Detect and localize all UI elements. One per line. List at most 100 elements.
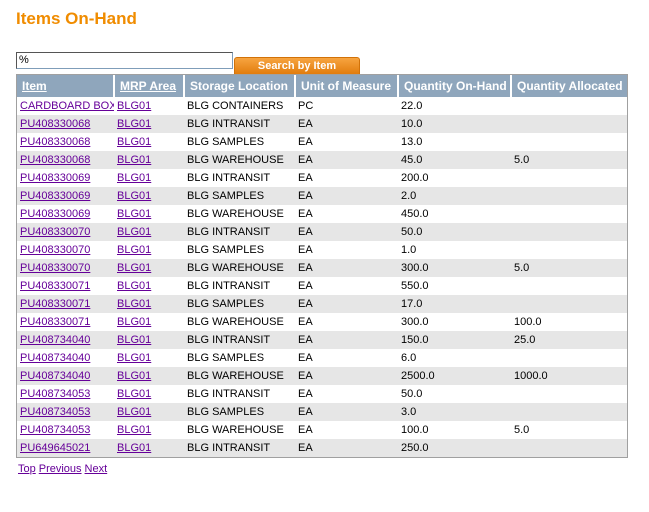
column-header-item[interactable]: Item bbox=[17, 75, 115, 97]
item-link[interactable]: PU408734053 bbox=[20, 424, 91, 436]
quantity-on-hand-cell: 17.0 bbox=[398, 295, 511, 313]
mrp-area-link[interactable]: BLG01 bbox=[117, 118, 152, 130]
quantity-on-hand-cell: 100.0 bbox=[401, 424, 429, 436]
page-title: Items On-Hand bbox=[16, 9, 137, 28]
item-cell: PU408330071 bbox=[17, 295, 114, 313]
mrp-area-link[interactable]: BLG01 bbox=[117, 406, 152, 418]
item-link[interactable]: PU408330070 bbox=[20, 226, 91, 238]
mrp-area-link[interactable]: BLG01 bbox=[117, 424, 152, 436]
item-link[interactable]: PU408330068 bbox=[20, 118, 91, 130]
item-link[interactable]: PU408330069 bbox=[20, 190, 91, 202]
unit-of-measure-cell: EA bbox=[298, 172, 313, 184]
quantity-allocated-cell: 5.0 bbox=[511, 259, 627, 277]
sort-item-link[interactable]: Item bbox=[22, 79, 47, 93]
table-row: PU408330071 BLG01 BLG SAMPLES EA 17.0 bbox=[17, 295, 627, 313]
mrp-area-link[interactable]: BLG01 bbox=[117, 334, 152, 346]
item-link[interactable]: PU408330071 bbox=[20, 298, 91, 310]
unit-of-measure-cell: EA bbox=[298, 388, 313, 400]
mrp-area-link[interactable]: BLG01 bbox=[117, 244, 152, 256]
item-link[interactable]: PU408734040 bbox=[20, 352, 91, 364]
storage-location-cell: BLG INTRANSIT bbox=[187, 172, 271, 184]
mrp-area-link[interactable]: BLG01 bbox=[117, 388, 152, 400]
mrp-area-cell: BLG01 bbox=[114, 241, 184, 259]
quantity-allocated-cell bbox=[511, 133, 627, 151]
item-link[interactable]: PU408734040 bbox=[20, 370, 91, 382]
unit-of-measure-cell: EA bbox=[295, 367, 398, 385]
item-link[interactable]: PU408330071 bbox=[20, 316, 91, 328]
mrp-area-link[interactable]: BLG01 bbox=[117, 172, 152, 184]
quantity-allocated-cell: 1000.0 bbox=[511, 367, 627, 385]
item-link[interactable]: PU408330069 bbox=[20, 208, 91, 220]
column-header-mrp-area[interactable]: MRP Area bbox=[114, 75, 185, 97]
mrp-area-link[interactable]: BLG01 bbox=[117, 352, 152, 364]
quantity-allocated-cell bbox=[511, 115, 627, 133]
item-link[interactable]: PU408734053 bbox=[20, 388, 91, 400]
item-cell: PU408330070 bbox=[17, 241, 114, 259]
quantity-on-hand-cell: 300.0 bbox=[401, 316, 429, 328]
item-cell: PU408330071 bbox=[17, 313, 114, 331]
quantity-on-hand-cell: 2.0 bbox=[398, 187, 511, 205]
previous-link[interactable]: Previous bbox=[38, 463, 82, 475]
mrp-area-cell: BLG01 bbox=[114, 349, 184, 367]
item-cell: PU408330068 bbox=[17, 151, 114, 169]
column-header-unit-of-measure: Unit of Measure bbox=[295, 75, 399, 97]
quantity-allocated-cell bbox=[511, 295, 627, 313]
storage-location-cell: BLG SAMPLES bbox=[187, 136, 265, 148]
item-link[interactable]: PU408330068 bbox=[20, 136, 91, 148]
quantity-on-hand-cell: 22.0 bbox=[401, 100, 423, 112]
item-link[interactable]: PU408330070 bbox=[20, 244, 91, 256]
storage-location-cell: BLG INTRANSIT bbox=[187, 280, 271, 292]
item-cell: PU408734040 bbox=[17, 367, 114, 385]
mrp-area-link[interactable]: BLG01 bbox=[117, 226, 152, 238]
quantity-on-hand-cell: 250.0 bbox=[398, 439, 511, 457]
unit-of-measure-cell: EA bbox=[298, 352, 313, 364]
item-cell: PU408330069 bbox=[17, 169, 114, 187]
item-cell: PU408330070 bbox=[17, 259, 114, 277]
storage-location-cell: BLG WAREHOUSE bbox=[184, 367, 295, 385]
storage-location-cell: BLG INTRANSIT bbox=[187, 388, 271, 400]
table-row: PU408330071 BLG01 BLG INTRANSIT EA 550.0 bbox=[17, 277, 627, 295]
next-link[interactable]: Next bbox=[84, 463, 108, 475]
quantity-allocated-cell: 5.0 bbox=[514, 424, 530, 436]
mrp-area-link[interactable]: BLG01 bbox=[117, 442, 152, 454]
mrp-area-link[interactable]: BLG01 bbox=[117, 100, 152, 112]
mrp-area-link[interactable]: BLG01 bbox=[117, 154, 152, 166]
item-link[interactable]: PU408734040 bbox=[20, 334, 91, 346]
column-header-quantity-on-hand: Quantity On-Hand bbox=[398, 75, 512, 97]
mrp-area-link[interactable]: BLG01 bbox=[117, 370, 152, 382]
mrp-area-link[interactable]: BLG01 bbox=[117, 136, 152, 148]
mrp-area-cell: BLG01 bbox=[114, 277, 184, 295]
item-link[interactable]: PU408330069 bbox=[20, 172, 91, 184]
table-row: PU408734053 BLG01 BLG INTRANSIT EA 50.0 bbox=[17, 385, 627, 403]
item-cell: PU408330071 bbox=[17, 277, 114, 295]
item-link[interactable]: PU408330070 bbox=[20, 262, 91, 274]
mrp-area-cell: BLG01 bbox=[114, 295, 184, 313]
items-table: Item MRP Area Storage Location Unit of M… bbox=[17, 75, 627, 457]
mrp-area-link[interactable]: BLG01 bbox=[117, 316, 152, 328]
item-link[interactable]: PU408734053 bbox=[20, 406, 91, 418]
mrp-area-link[interactable]: BLG01 bbox=[117, 208, 152, 220]
storage-location-cell: BLG SAMPLES bbox=[184, 187, 295, 205]
mrp-area-cell: BLG01 bbox=[114, 439, 184, 457]
unit-of-measure-cell: EA bbox=[298, 316, 313, 328]
item-cell: PU408734053 bbox=[17, 421, 114, 439]
mrp-area-link[interactable]: BLG01 bbox=[117, 298, 152, 310]
item-link[interactable]: PU649645021 bbox=[20, 442, 91, 454]
mrp-area-link[interactable]: BLG01 bbox=[117, 280, 152, 292]
unit-of-measure-cell: EA bbox=[298, 208, 313, 220]
item-cell: PU408330070 bbox=[17, 223, 114, 241]
mrp-area-link[interactable]: BLG01 bbox=[117, 190, 152, 202]
mrp-area-cell: BLG01 bbox=[114, 421, 184, 439]
item-link[interactable]: CARDBOARD BOX bbox=[20, 100, 114, 112]
quantity-allocated-cell: 100.0 bbox=[514, 316, 542, 328]
top-link[interactable]: Top bbox=[18, 463, 36, 475]
quantity-on-hand-cell: 450.0 bbox=[401, 208, 429, 220]
quantity-allocated-cell bbox=[511, 439, 627, 457]
sort-mrp-area-link[interactable]: MRP Area bbox=[120, 79, 177, 93]
search-input[interactable] bbox=[16, 52, 233, 69]
search-by-item-button[interactable]: Search by Item bbox=[234, 57, 360, 75]
item-link[interactable]: PU408330071 bbox=[20, 280, 91, 292]
item-link[interactable]: PU408330068 bbox=[20, 154, 91, 166]
item-cell: PU408330068 bbox=[17, 115, 114, 133]
mrp-area-link[interactable]: BLG01 bbox=[117, 262, 152, 274]
